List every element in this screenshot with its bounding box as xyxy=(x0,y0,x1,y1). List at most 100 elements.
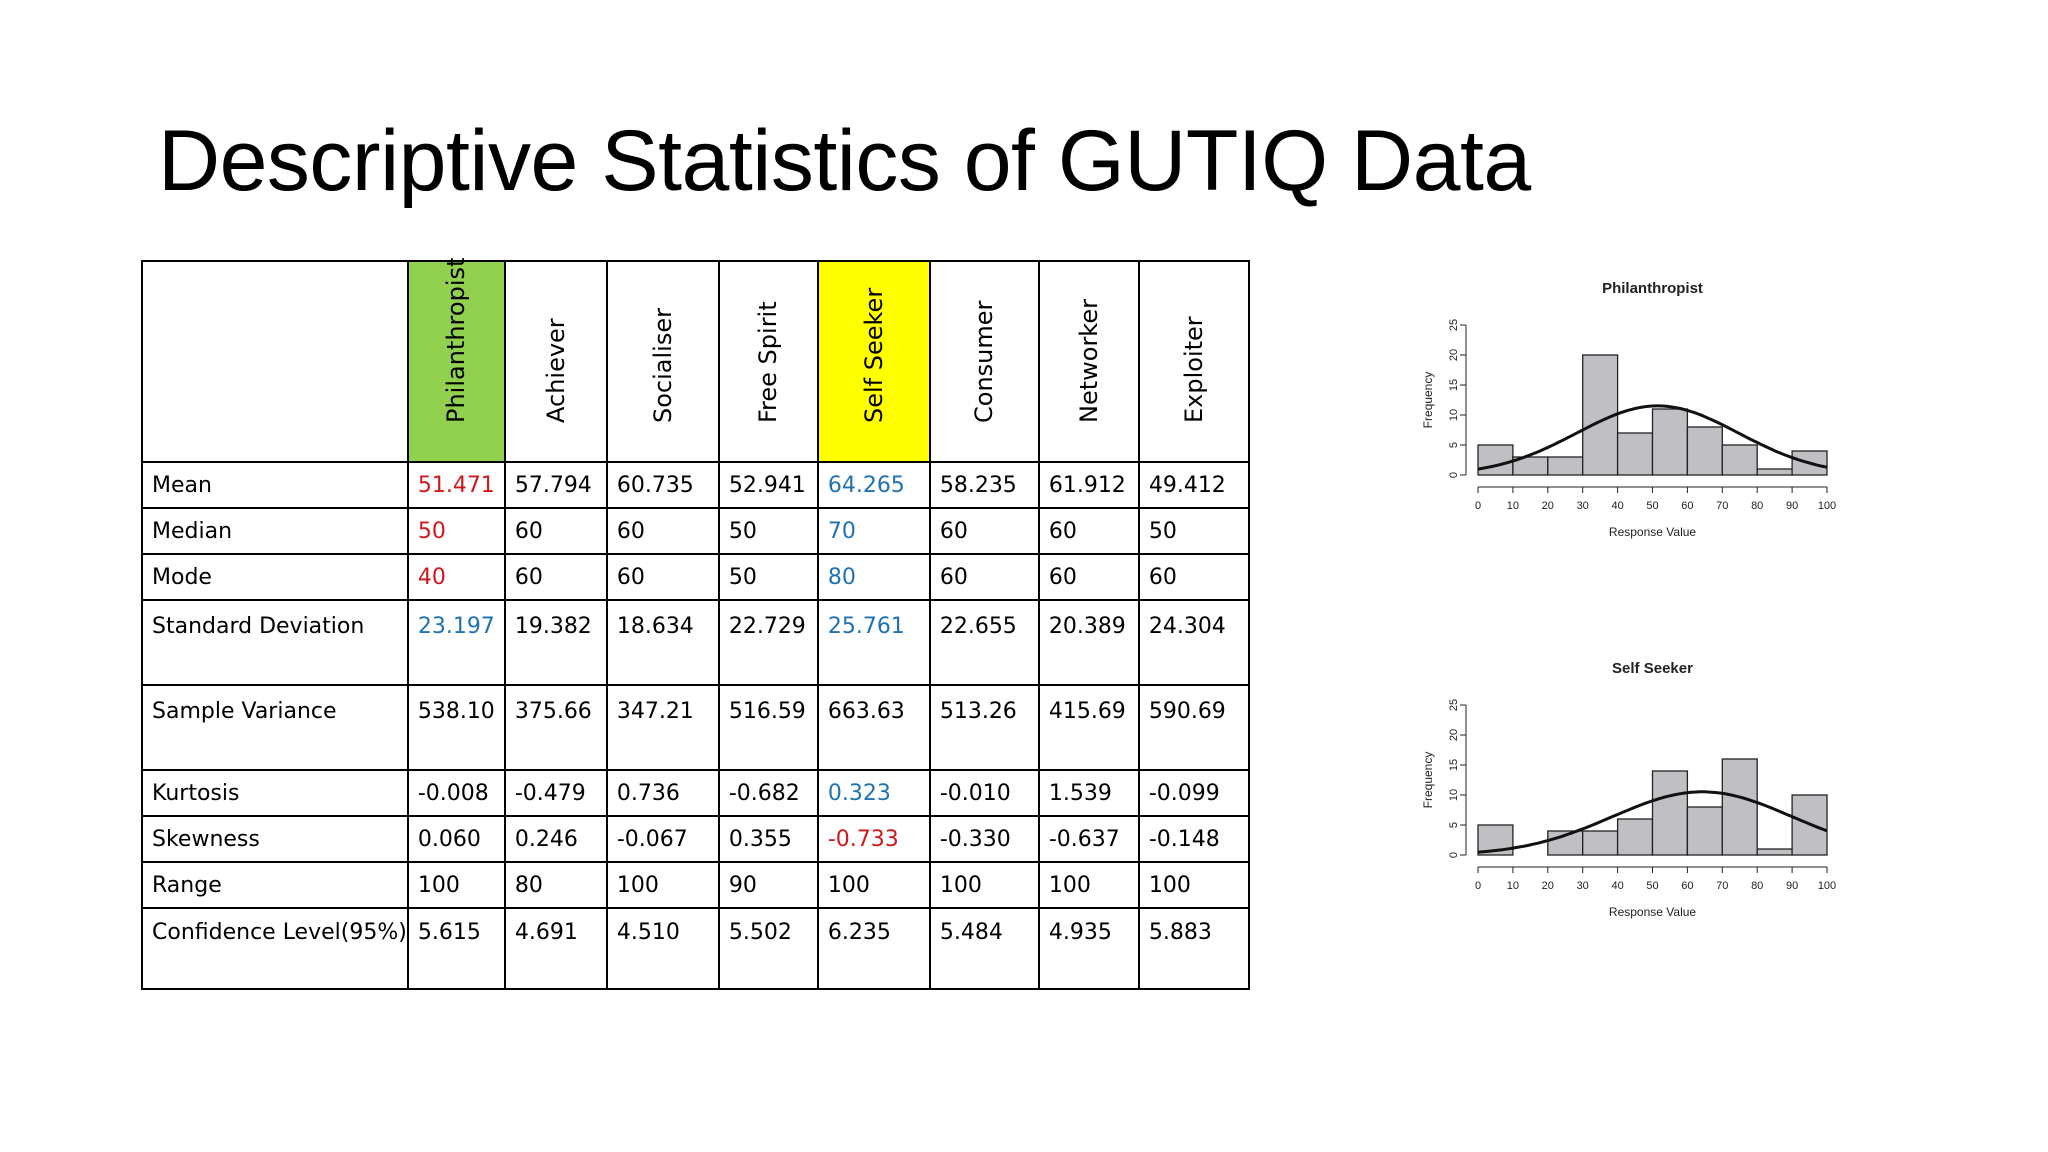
table-cell: 64.265 xyxy=(816,461,931,509)
histogram-bar xyxy=(1686,806,1723,856)
x-tick-label: 40 xyxy=(1611,500,1623,512)
table-cell: 49.412 xyxy=(1137,461,1250,509)
table-cell: -0.010 xyxy=(928,769,1040,817)
column-header-label: Consumer xyxy=(970,300,999,423)
table-cell: -0.330 xyxy=(928,815,1040,863)
table-cell: 0.355 xyxy=(717,815,819,863)
table-cell: 51.471 xyxy=(406,461,506,509)
table-cell: 80 xyxy=(503,861,608,909)
table-cell: 5.615 xyxy=(406,907,506,990)
table-cell: 80 xyxy=(816,553,931,601)
table-cell: 25.761 xyxy=(816,599,931,686)
chart-title: Philanthropist xyxy=(1602,280,1703,297)
x-tick-label: 0 xyxy=(1475,880,1481,892)
table-row: Confidence Level(95%) 5.615 4.691 4.510 5.50… xyxy=(141,907,1250,990)
x-tick-label: 30 xyxy=(1577,500,1589,512)
column-header-label: Self Seeker xyxy=(859,287,888,423)
table-cell: 415.69 xyxy=(1037,684,1140,771)
x-axis-label: Response Value xyxy=(1609,905,1696,919)
x-tick-label: 0 xyxy=(1475,500,1481,512)
row-label: Confidence Level(95%) xyxy=(141,907,409,990)
table-cell: -0.733 xyxy=(816,815,931,863)
x-tick-label: 100 xyxy=(1818,880,1836,892)
row-label: Kurtosis xyxy=(141,769,409,817)
column-header: Exploiter xyxy=(1137,260,1250,463)
table-cell: 90 xyxy=(717,861,819,909)
column-header: Free Spirit xyxy=(717,260,819,463)
y-tick-label: 10 xyxy=(1448,409,1460,421)
x-tick-label: 60 xyxy=(1681,880,1693,892)
y-tick-label: 0 xyxy=(1448,472,1460,478)
table-cell: 18.634 xyxy=(605,599,720,686)
table-cell: 4.510 xyxy=(605,907,720,990)
histogram-bar xyxy=(1756,468,1793,476)
y-tick-label: 0 xyxy=(1448,852,1460,858)
x-tick-label: 90 xyxy=(1786,880,1798,892)
table-cell: 20.389 xyxy=(1037,599,1140,686)
table-cell: 5.484 xyxy=(928,907,1040,990)
table-cell: 52.941 xyxy=(717,461,819,509)
row-label: Sample Variance xyxy=(141,684,409,771)
table-cell: 22.655 xyxy=(928,599,1040,686)
table-row: Range 100 80 100 90 100 100 100 100 xyxy=(141,861,1250,909)
table-cell: 0.736 xyxy=(605,769,720,817)
table-cell: -0.099 xyxy=(1137,769,1250,817)
table-cell: 100 xyxy=(816,861,931,909)
table-cell: 19.382 xyxy=(503,599,608,686)
table-cell: 347.21 xyxy=(605,684,720,771)
y-tick-label: 10 xyxy=(1448,789,1460,801)
histogram-bar xyxy=(1721,758,1758,856)
table-cell: -0.067 xyxy=(605,815,720,863)
table-cell: 60 xyxy=(1037,507,1140,555)
table-cell: 24.304 xyxy=(1137,599,1250,686)
histogram-bar xyxy=(1756,848,1793,856)
histogram-bar xyxy=(1582,830,1619,856)
x-tick-label: 50 xyxy=(1646,880,1658,892)
table-cell: 60 xyxy=(928,507,1040,555)
table-cell: 50 xyxy=(717,507,819,555)
table-cell: 4.691 xyxy=(503,907,608,990)
table-cell: 6.235 xyxy=(816,907,931,990)
table-cell: 663.63 xyxy=(816,684,931,771)
table-cell: 70 xyxy=(816,507,931,555)
histogram-bar xyxy=(1651,770,1689,856)
table-cell: -0.682 xyxy=(717,769,819,817)
row-label: Mode xyxy=(141,553,409,601)
table-row: Sample Variance 538.10 375.66 347.21 516.59 6… xyxy=(141,684,1250,771)
table-cell: 590.69 xyxy=(1137,684,1250,771)
table-cell: -0.148 xyxy=(1137,815,1250,863)
table-cell: 40 xyxy=(406,553,506,601)
y-tick-label: 5 xyxy=(1448,822,1460,828)
table-cell: 100 xyxy=(1037,861,1140,909)
table-cell: 23.197 xyxy=(406,599,506,686)
table-cell: 100 xyxy=(406,861,506,909)
row-label: Standard Deviation xyxy=(141,599,409,686)
table-cell: 60 xyxy=(1137,553,1250,601)
table-body: Mean 51.471 57.794 60.735 52.941 64.265 58.235… xyxy=(141,461,1250,990)
table-cell: 60 xyxy=(503,553,608,601)
x-tick-label: 20 xyxy=(1542,880,1554,892)
x-axis-label: Response Value xyxy=(1609,525,1696,539)
table-cell: 100 xyxy=(605,861,720,909)
histogram-bar xyxy=(1721,444,1758,476)
histogram-bar xyxy=(1651,408,1689,476)
table-cell: 4.935 xyxy=(1037,907,1140,990)
table-cell: 60 xyxy=(605,553,720,601)
y-tick-label: 25 xyxy=(1448,319,1460,331)
y-tick-label: 5 xyxy=(1448,442,1460,448)
row-label: Mean xyxy=(141,461,409,509)
table-cell: 0.246 xyxy=(503,815,608,863)
table-header-row: Philanthropist Achiever Socialiser Free … xyxy=(141,257,1250,463)
column-header-label: Philanthropist xyxy=(442,257,471,423)
table-row: Standard Deviation 23.197 19.382 18.634 22.7… xyxy=(141,599,1250,686)
column-header-label: Free Spirit xyxy=(754,301,783,423)
table-cell: 61.912 xyxy=(1037,461,1140,509)
y-tick-label: 20 xyxy=(1448,349,1460,361)
table-row: Mode 40 60 60 50 80 60 60 60 xyxy=(141,553,1250,601)
column-header: Achiever xyxy=(503,260,608,463)
x-tick-label: 90 xyxy=(1786,500,1798,512)
column-header: Socialiser xyxy=(605,260,720,463)
table-cell: 375.66 xyxy=(503,684,608,771)
